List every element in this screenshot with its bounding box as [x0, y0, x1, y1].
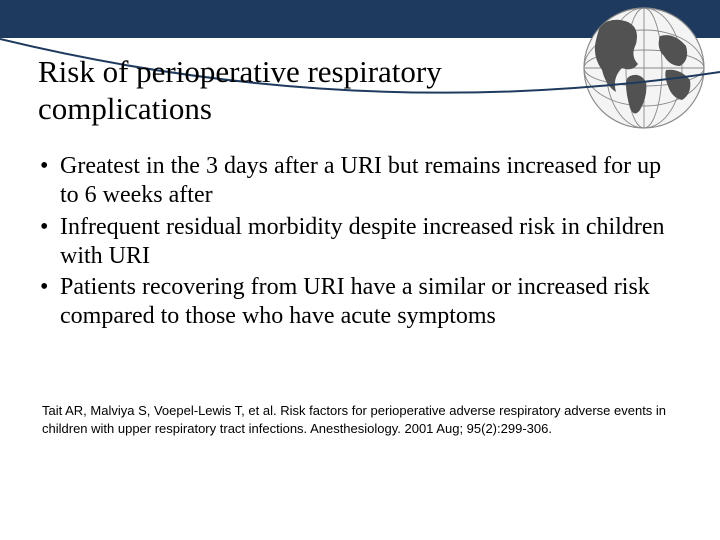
- page-title: Risk of perioperative respiratory compli…: [38, 54, 558, 127]
- list-item: •Patients recovering from URI have a sim…: [38, 273, 678, 332]
- bullet-list: •Greatest in the 3 days after a URI but …: [38, 152, 678, 334]
- list-item: •Greatest in the 3 days after a URI but …: [38, 152, 678, 211]
- list-item: •Infrequent residual morbidity despite i…: [38, 213, 678, 272]
- bullet-text: Infrequent residual morbidity despite in…: [60, 214, 664, 269]
- bullet-text: Greatest in the 3 days after a URI but r…: [60, 153, 661, 208]
- globe-icon: [582, 6, 706, 130]
- citation-text: Tait AR, Malviya S, Voepel-Lewis T, et a…: [42, 402, 678, 437]
- bullet-text: Patients recovering from URI have a simi…: [60, 274, 650, 329]
